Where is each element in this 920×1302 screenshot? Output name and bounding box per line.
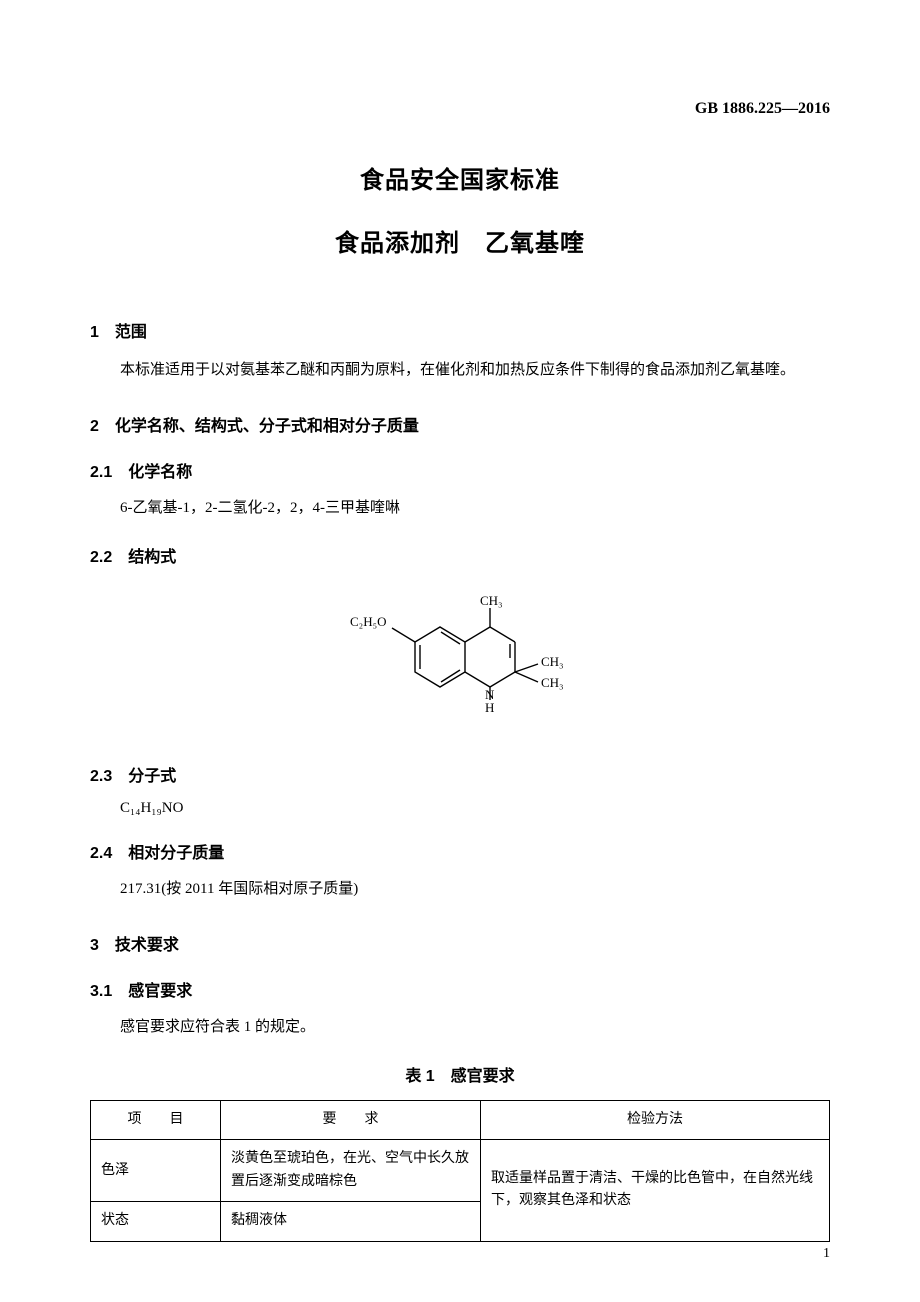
table-header-item: 项 目: [91, 1101, 221, 1140]
section-2-3-body: C₁₄H₁₉NO: [90, 800, 830, 817]
table-header-req: 要 求: [221, 1101, 481, 1140]
section-2-2-heading: 2.2 结构式: [90, 543, 830, 567]
table-cell-item: 色泽: [91, 1140, 221, 1202]
section-2-4-heading: 2.4 相对分子质量: [90, 839, 830, 863]
section-1-body: 本标准适用于以对氨基苯乙醚和丙酮为原料，在催化剂和加热反应条件下制得的食品添加剂…: [90, 358, 830, 384]
section-2-heading: 2 化学名称、结构式、分子式和相对分子质量: [90, 412, 830, 436]
structure-container: C₂H₅O CH₃ CH₃ CH₃ N H: [90, 592, 830, 737]
table-1: 项 目 要 求 检验方法 色泽 淡黄色至琥珀色，在光、空气中长久放置后逐渐变成暗…: [90, 1100, 830, 1242]
table-header-row: 项 目 要 求 检验方法: [91, 1101, 830, 1140]
table-cell-method: 取适量样品置于清洁、干燥的比色管中，在自然光线下，观察其色泽和状态: [481, 1140, 830, 1241]
title-sub-right: 乙氧基喹: [485, 230, 585, 257]
section-2-3-heading: 2.3 分子式: [90, 762, 830, 786]
section-2-1-heading: 2.1 化学名称: [90, 458, 830, 482]
standard-code: GB 1886.225—2016: [695, 100, 830, 118]
table-cell-item: 状态: [91, 1202, 221, 1241]
table-header-method: 检验方法: [481, 1101, 830, 1140]
structure-label-right2: CH₃: [541, 675, 564, 690]
title-sub-left: 食品添加剂: [335, 230, 460, 257]
table-cell-req: 黏稠液体: [221, 1202, 481, 1241]
section-2-1-body: 6-乙氧基-1，2-二氢化-2，2，4-三甲基喹啉: [90, 496, 830, 522]
title-main: 食品安全国家标准: [90, 160, 830, 195]
section-3-1-heading: 3.1 感官要求: [90, 977, 830, 1001]
structure-label-right1: CH₃: [541, 654, 564, 669]
structure-label-top: CH₃: [480, 593, 503, 608]
structure-label-h: H: [485, 700, 494, 715]
page-number: 1: [823, 1246, 830, 1262]
structure-label-left: C₂H₅O: [350, 614, 387, 629]
section-1-heading: 1 范围: [90, 318, 830, 342]
table-cell-req: 淡黄色至琥珀色，在光、空气中长久放置后逐渐变成暗棕色: [221, 1140, 481, 1202]
section-2-4-body: 217.31(按 2011 年国际相对原子质量): [90, 877, 830, 903]
title-sub: 食品添加剂 乙氧基喹: [90, 223, 830, 258]
table-row: 色泽 淡黄色至琥珀色，在光、空气中长久放置后逐渐变成暗棕色 取适量样品置于清洁、…: [91, 1140, 830, 1202]
chemical-structure-svg: C₂H₅O CH₃ CH₃ CH₃ N H: [330, 592, 590, 732]
section-3-heading: 3 技术要求: [90, 931, 830, 955]
table-1-title: 表 1 感官要求: [90, 1062, 830, 1086]
section-3-1-body: 感官要求应符合表 1 的规定。: [90, 1015, 830, 1041]
